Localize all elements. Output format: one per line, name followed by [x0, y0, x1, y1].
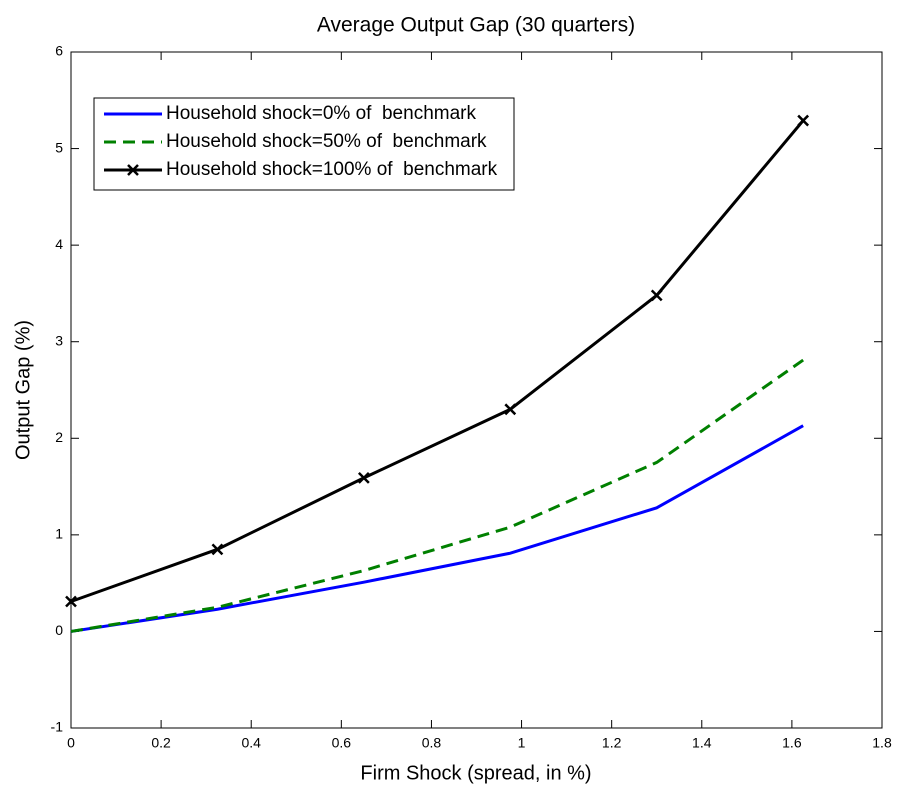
- y-tick-label: 4: [55, 236, 63, 252]
- x-tick-label: 1.8: [872, 735, 892, 751]
- chart-title: Average Output Gap (30 quarters): [317, 14, 635, 37]
- series-marker: [797, 114, 810, 127]
- x-tick-label: 1: [518, 735, 526, 751]
- x-tick-label: 1.6: [782, 735, 802, 751]
- series-marker: [650, 289, 663, 302]
- legend-label: Household shock=100% of benchmark: [166, 159, 498, 180]
- x-tick-label: 0.2: [151, 735, 171, 751]
- series-line: [70, 119, 805, 603]
- x-axis-label: Firm Shock (spread, in %): [360, 762, 591, 784]
- x-tick-label: 0.8: [422, 735, 442, 751]
- series-marker: [504, 403, 517, 416]
- series-marker: [211, 543, 224, 556]
- legend-label: Household shock=50% of benchmark: [166, 131, 487, 152]
- series-marker: [357, 471, 370, 484]
- legend-label: Household shock=0% of benchmark: [166, 103, 476, 124]
- y-tick-label: 5: [55, 139, 63, 155]
- x-tick-label: 1.4: [692, 735, 712, 751]
- plot-frame: [70, 51, 883, 729]
- y-tick-label: 0: [55, 622, 63, 638]
- y-tick-label: 1: [55, 526, 63, 542]
- x-tick-label: 0.4: [241, 735, 261, 751]
- y-tick-label: 3: [55, 332, 63, 348]
- y-tick-label: 6: [55, 43, 63, 59]
- y-axis-label: Output Gap (%): [12, 320, 34, 460]
- legend-marker: [127, 164, 139, 176]
- x-tick-label: 1.2: [602, 735, 622, 751]
- y-tick-label: 2: [55, 429, 63, 445]
- legend-box: [93, 97, 515, 191]
- y-tick-label: -1: [51, 719, 64, 735]
- x-tick-label: 0: [67, 735, 75, 751]
- series-marker: [65, 595, 77, 608]
- x-tick-label: 0.6: [332, 735, 352, 751]
- series-line: [70, 358, 805, 633]
- series-line: [70, 424, 804, 633]
